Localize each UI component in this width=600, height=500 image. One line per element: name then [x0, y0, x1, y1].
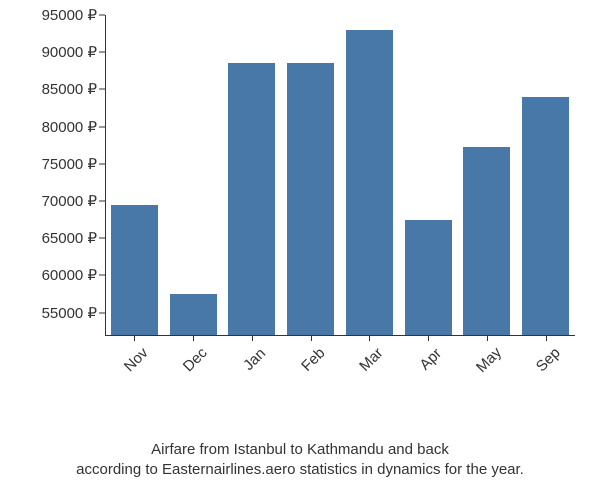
bars-container: [105, 15, 575, 335]
y-tick-label: 60000 ₽: [42, 266, 97, 284]
caption-line1: Airfare from Istanbul to Kathmandu and b…: [151, 441, 449, 458]
bar: [111, 205, 158, 335]
x-tick-label: Dec: [180, 344, 211, 375]
y-tick-label: 70000 ₽: [42, 192, 97, 210]
bar: [287, 63, 334, 335]
y-tick-label: 80000 ₽: [42, 118, 97, 136]
y-tick-label: 65000 ₽: [42, 229, 97, 247]
bar: [346, 30, 393, 335]
x-tick-label: Mar: [357, 345, 387, 375]
airfare-chart: 55000 ₽ 60000 ₽ 65000 ₽ 70000 ₽ 75000 ₽ 80000…: [20, 10, 580, 430]
x-tick-label: Jan: [240, 345, 269, 374]
caption-line2: according to Easternairlines.aero statis…: [76, 461, 524, 478]
bar: [522, 97, 569, 335]
x-tick-label: May: [473, 344, 505, 376]
x-tick-label: Nov: [121, 344, 152, 375]
x-tick-mark: [487, 335, 488, 341]
x-tick-mark: [252, 335, 253, 341]
bar: [405, 220, 452, 335]
x-tick-mark: [428, 335, 429, 341]
x-tick-mark: [134, 335, 135, 341]
x-tick-mark: [546, 335, 547, 341]
y-tick-label: 95000 ₽: [42, 6, 97, 24]
bar: [170, 294, 217, 335]
y-axis: 55000 ₽ 60000 ₽ 65000 ₽ 70000 ₽ 75000 ₽ 80000…: [20, 10, 105, 340]
y-tick-label: 85000 ₽: [42, 80, 97, 98]
x-tick-label: Apr: [417, 345, 446, 374]
x-axis-line: [105, 335, 575, 336]
y-tick-label: 90000 ₽: [42, 43, 97, 61]
x-tick-mark: [369, 335, 370, 341]
x-tick-mark: [311, 335, 312, 341]
plot-area: [105, 15, 575, 335]
bar: [463, 147, 510, 335]
x-tick-mark: [193, 335, 194, 341]
x-tick-label: Sep: [532, 344, 563, 375]
y-tick-label: 55000 ₽: [42, 304, 97, 322]
x-tick-label: Feb: [298, 345, 328, 375]
chart-caption: Airfare from Istanbul to Kathmandu and b…: [20, 440, 580, 481]
bar: [228, 63, 275, 335]
y-tick-label: 75000 ₽: [42, 155, 97, 173]
